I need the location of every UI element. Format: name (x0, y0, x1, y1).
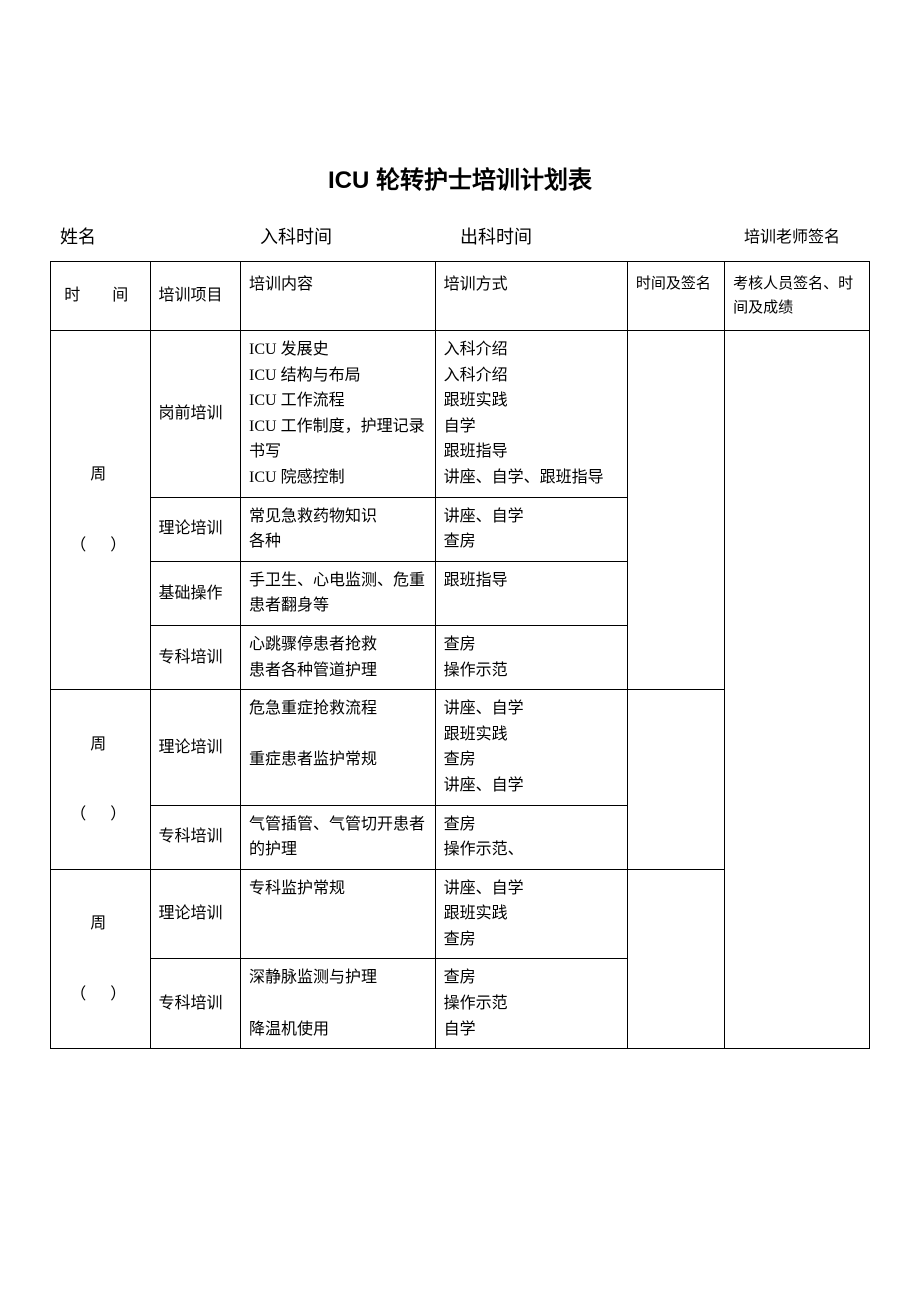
method-cell: 跟班指导 (435, 561, 627, 625)
week-paren: （ ） (59, 797, 142, 832)
project-cell: 专科培训 (150, 805, 240, 869)
week-cell: 周 （ ） (51, 869, 151, 1049)
sign-cell (627, 331, 724, 690)
content-cell: ICU 发展史ICU 结构与布局ICU 工作流程ICU 工作制度，护理记录书写I… (241, 331, 436, 498)
table-row: 周 （ ） 岗前培训 ICU 发展史ICU 结构与布局ICU 工作流程ICU 工… (51, 331, 870, 498)
content-cell: 危急重症抢救流程 重症患者监护常规 (241, 690, 436, 805)
method-cell: 讲座、自学查房 (435, 497, 627, 561)
info-row: 姓名 入科时间 出科时间 培训老师签名 (50, 223, 870, 249)
assess-cell (725, 331, 870, 1049)
header-time: 时 间 (51, 262, 151, 331)
week-cell: 周 （ ） (51, 331, 151, 690)
project-cell: 理论培训 (150, 690, 240, 805)
project-cell: 岗前培训 (150, 331, 240, 498)
method-cell: 查房操作示范自学 (435, 959, 627, 1049)
header-method: 培训方式 (435, 262, 627, 331)
sign-cell (627, 869, 724, 1049)
method-cell: 查房操作示范、 (435, 805, 627, 869)
week-cell: 周 （ ） (51, 690, 151, 870)
training-table: 时 间 培训项目 培训内容 培训方式 时间及签名 考核人员签名、时间及成绩 周 … (50, 261, 870, 1049)
project-cell: 专科培训 (150, 959, 240, 1049)
week-paren: （ ） (59, 977, 142, 1012)
name-label: 姓名 (60, 223, 260, 249)
admit-label: 入科时间 (260, 223, 460, 249)
method-cell: 查房操作示范 (435, 625, 627, 689)
week-label: 周 (59, 906, 142, 941)
content-cell: 气管插管、气管切开患者的护理 (241, 805, 436, 869)
header-sign: 时间及签名 (627, 262, 724, 331)
method-cell: 入科介绍入科介绍跟班实践自学跟班指导讲座、自学、跟班指导 (435, 331, 627, 498)
header-assess: 考核人员签名、时间及成绩 (725, 262, 870, 331)
content-cell: 专科监护常规 (241, 869, 436, 959)
project-cell: 理论培训 (150, 497, 240, 561)
page-title: ICU 轮转护士培训计划表 (50, 160, 870, 195)
method-cell: 讲座、自学跟班实践查房 (435, 869, 627, 959)
content-cell: 手卫生、心电监测、危重患者翻身等 (241, 561, 436, 625)
project-cell: 理论培训 (150, 869, 240, 959)
sign-cell (627, 690, 724, 870)
header-project: 培训项目 (150, 262, 240, 331)
content-cell: 心跳骤停患者抢救患者各种管道护理 (241, 625, 436, 689)
table-header-row: 时 间 培训项目 培训内容 培训方式 时间及签名 考核人员签名、时间及成绩 (51, 262, 870, 331)
trainer-label: 培训老师签名 (660, 223, 860, 249)
header-content: 培训内容 (241, 262, 436, 331)
week-paren: （ ） (59, 528, 142, 563)
content-cell: 深静脉监测与护理 降温机使用 (241, 959, 436, 1049)
week-label: 周 (59, 727, 142, 762)
week-label: 周 (59, 457, 142, 492)
project-cell: 专科培训 (150, 625, 240, 689)
method-cell: 讲座、自学跟班实践查房讲座、自学 (435, 690, 627, 805)
discharge-label: 出科时间 (460, 223, 660, 249)
project-cell: 基础操作 (150, 561, 240, 625)
content-cell: 常见急救药物知识各种 (241, 497, 436, 561)
